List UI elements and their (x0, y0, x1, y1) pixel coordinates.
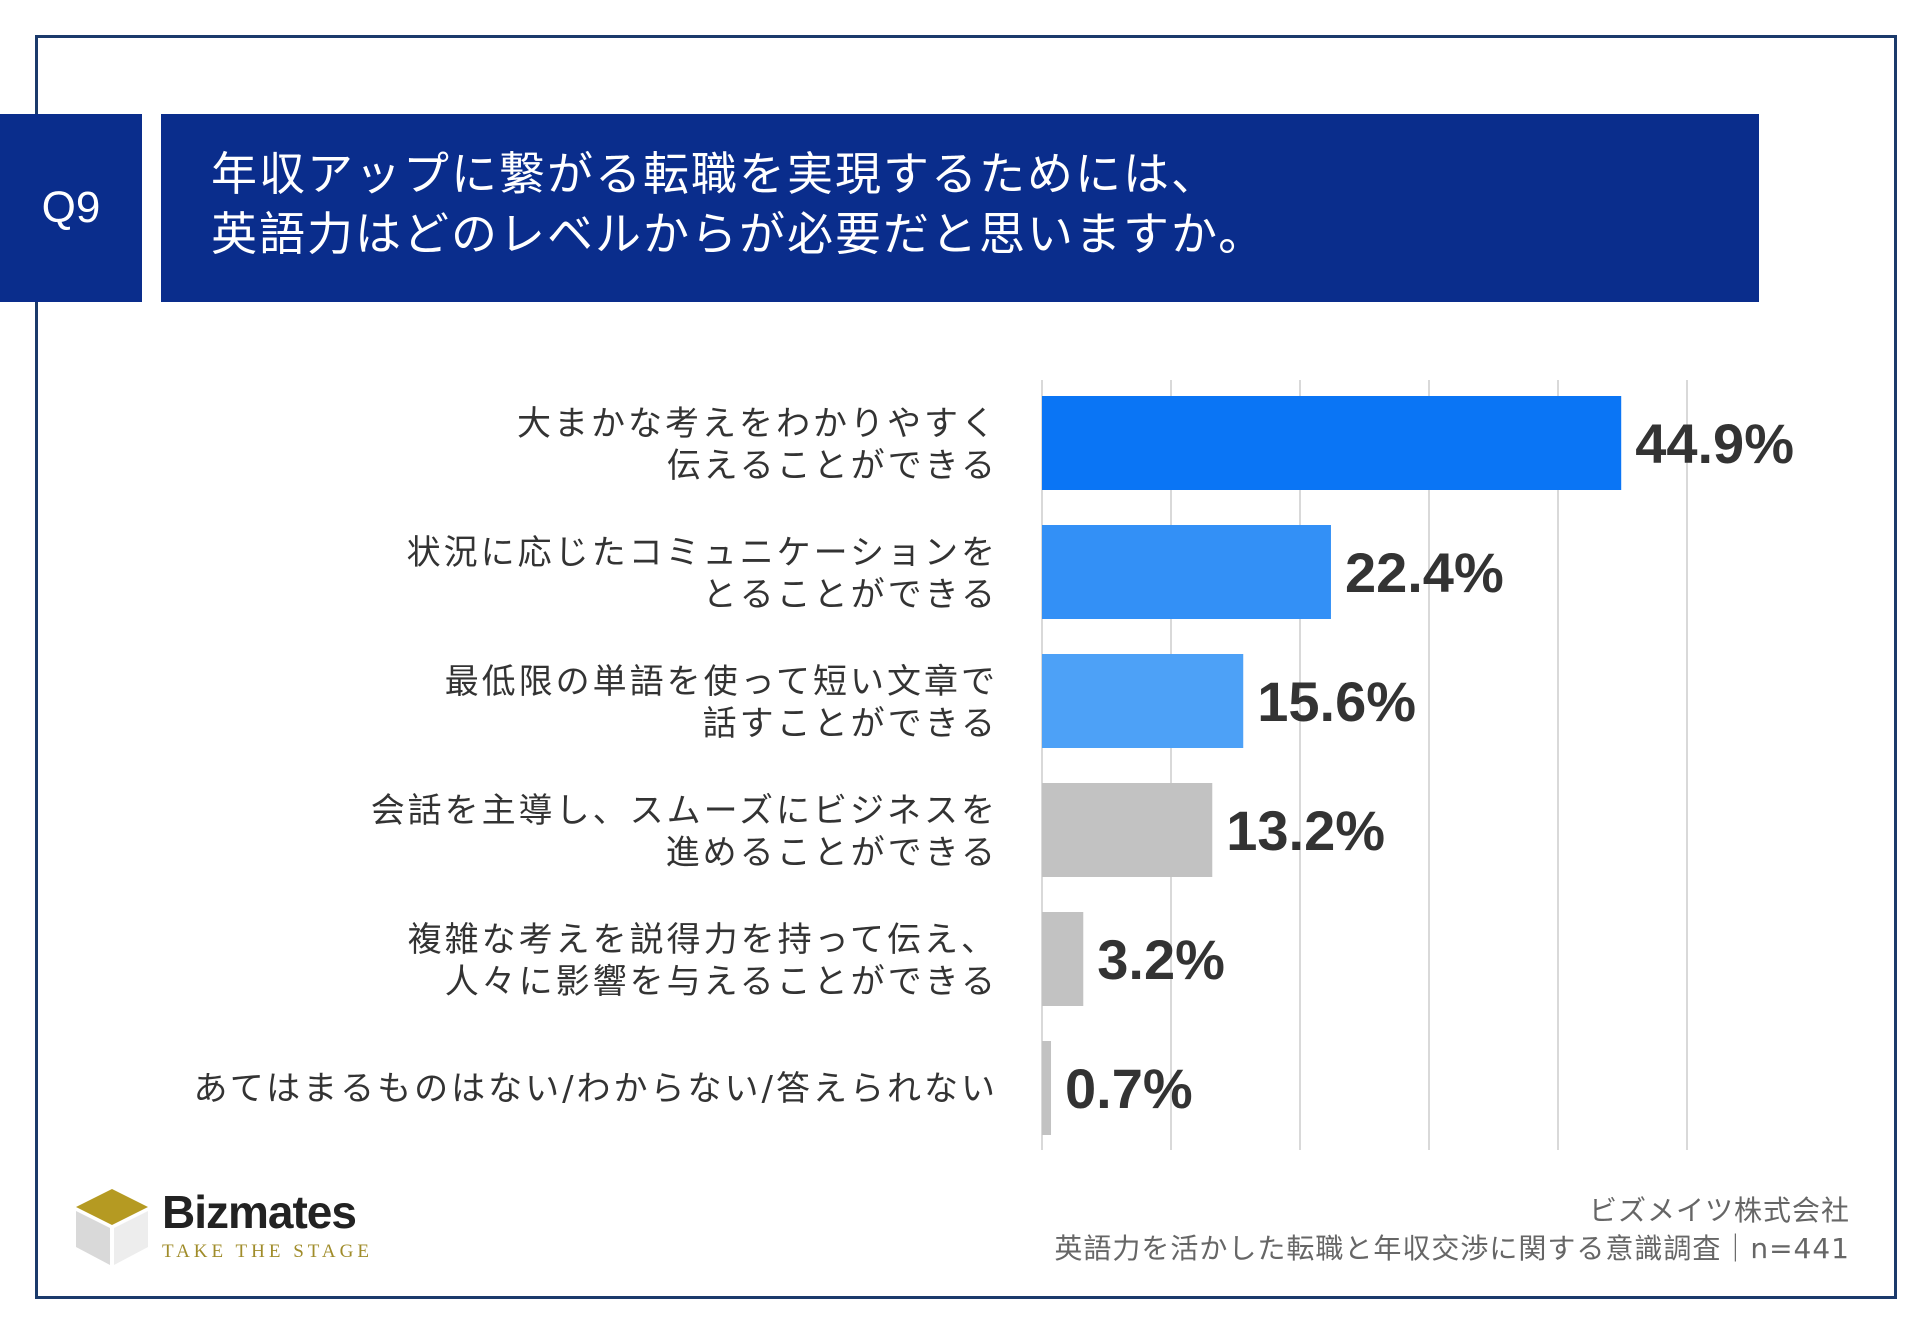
value-label: 0.7% (1065, 1057, 1193, 1120)
bar (1042, 912, 1084, 1006)
category-label: 最低限の単語を使って短い文章で (445, 662, 998, 702)
value-label: 15.6% (1257, 670, 1416, 733)
bar (1042, 525, 1331, 619)
footer-survey: 英語力を活かした転職と年収交渉に関する意識調査｜n=441 (1054, 1232, 1850, 1265)
category-label: 大まかな考えをわかりやすく (517, 404, 998, 444)
logo-tagline: TAKE THE STAGE (162, 1241, 373, 1262)
category-label: 人々に影響を与えることができる (445, 962, 998, 1002)
category-label: 進めることができる (666, 833, 998, 873)
category-label: 話すことができる (703, 704, 998, 744)
bar (1042, 783, 1213, 877)
category-label: とることができる (703, 575, 998, 615)
slide-frame (35, 35, 1897, 1299)
question-number: Q9 (41, 183, 101, 232)
category-label: あてはまるものはない/わからない/答えられない (193, 1069, 998, 1109)
value-label: 13.2% (1226, 799, 1385, 862)
category-label: 会話を主導し、スムーズにビジネスを (371, 791, 998, 831)
logo-wordmark: Bizmates (162, 1186, 357, 1238)
footer-source: ビズメイツ株式会社 英語力を活かした転職と年収交渉に関する意識調査｜n=441 (1054, 1192, 1850, 1268)
value-label: 44.9% (1635, 412, 1794, 475)
bar (1042, 396, 1622, 490)
footer-company: ビズメイツ株式会社 (1588, 1194, 1850, 1227)
category-label: 状況に応じたコミュニケーションを (407, 533, 998, 573)
question-line-2: 英語力はどのレベルからが必要だと思いますか。 (211, 207, 1267, 261)
question-title: 年収アップに繋がる転職を実現するためには、 英語力はどのレベルからが必要だと思い… (161, 114, 1759, 302)
question-number-badge: Q9 (0, 114, 142, 302)
category-label: 伝えることができる (667, 446, 998, 486)
bar (1042, 1041, 1052, 1135)
category-label: 複雑な考えを説得力を持って伝え、 (408, 920, 998, 960)
logo-cube-icon (76, 1189, 148, 1265)
value-label: 3.2% (1097, 928, 1225, 991)
bizmates-logo: Bizmates TAKE THE STAGE (72, 1185, 372, 1275)
question-line-1: 年収アップに繋がる転職を実現するためには、 (211, 147, 1219, 201)
bar (1042, 654, 1244, 748)
value-label: 22.4% (1345, 541, 1504, 604)
